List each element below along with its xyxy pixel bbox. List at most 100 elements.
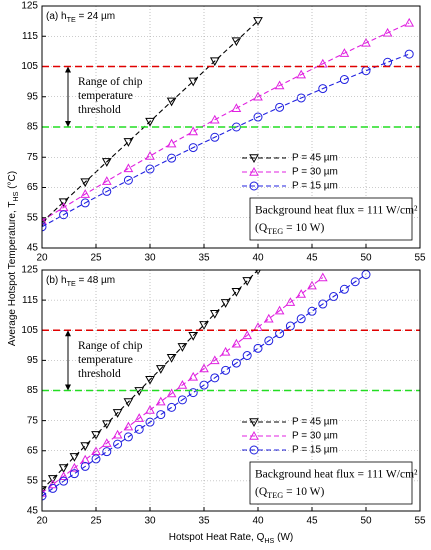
arrow-head bbox=[65, 384, 71, 391]
marker bbox=[231, 287, 242, 297]
marker bbox=[275, 102, 285, 112]
arrow-head bbox=[65, 66, 71, 73]
marker bbox=[102, 186, 112, 196]
marker bbox=[134, 424, 144, 434]
marker bbox=[134, 413, 145, 422]
legend-label: P = 30 µm bbox=[292, 167, 338, 178]
y-tick-label: 75 bbox=[27, 415, 39, 426]
marker bbox=[220, 346, 231, 356]
note-line-tail: = 10 W) bbox=[283, 222, 324, 234]
y-axis-label-sub: HS bbox=[11, 191, 20, 201]
marker bbox=[209, 57, 220, 67]
marker bbox=[249, 430, 259, 440]
marker bbox=[318, 299, 328, 309]
marker bbox=[231, 358, 241, 368]
marker bbox=[339, 75, 349, 85]
x-tick-label: 45 bbox=[306, 516, 318, 527]
x-tick-label: 50 bbox=[360, 253, 372, 264]
note-line-sub: TEG bbox=[267, 227, 283, 236]
marker bbox=[231, 103, 242, 112]
marker bbox=[361, 37, 371, 47]
y-tick-label: 105 bbox=[21, 325, 38, 336]
legend-label: P = 30 µm bbox=[292, 431, 338, 442]
annotation: threshold bbox=[78, 368, 121, 380]
marker bbox=[188, 388, 198, 398]
annotation: threshold bbox=[78, 104, 121, 116]
marker bbox=[59, 210, 69, 220]
marker bbox=[145, 375, 155, 385]
marker bbox=[209, 114, 220, 124]
note-line-tail: = 10 W) bbox=[283, 486, 324, 498]
marker bbox=[249, 181, 259, 191]
marker bbox=[58, 471, 69, 481]
marker bbox=[145, 117, 155, 127]
y-tick-label: 75 bbox=[27, 152, 39, 163]
marker bbox=[80, 454, 91, 464]
marker bbox=[242, 351, 252, 361]
panel-label-sub: TE bbox=[67, 15, 76, 24]
arrow-head bbox=[65, 330, 71, 337]
y-tick-label: 95 bbox=[27, 355, 39, 366]
marker bbox=[253, 17, 263, 26]
marker bbox=[404, 17, 415, 27]
marker bbox=[112, 429, 123, 439]
y-axis-label-main: Average Hotspot Temperature, T bbox=[7, 202, 18, 347]
marker bbox=[242, 277, 253, 286]
y-tick-label: 45 bbox=[27, 506, 39, 517]
note-box bbox=[249, 197, 413, 241]
marker bbox=[80, 198, 90, 208]
marker bbox=[123, 138, 134, 147]
y-axis-label: Average Hotspot Temperature, THS (°C) bbox=[7, 171, 21, 346]
marker bbox=[48, 483, 58, 493]
marker bbox=[177, 380, 188, 389]
marker bbox=[59, 476, 69, 486]
marker bbox=[42, 215, 47, 225]
marker bbox=[318, 84, 328, 94]
marker bbox=[112, 409, 123, 418]
marker bbox=[123, 421, 134, 431]
y-tick-label: 115 bbox=[22, 31, 38, 42]
marker bbox=[91, 431, 101, 440]
legend-label: P = 45 µm bbox=[292, 417, 338, 428]
marker bbox=[155, 396, 166, 406]
panel-label: (a) hTE = 24 µm bbox=[46, 11, 115, 25]
plot-frame bbox=[41, 269, 421, 512]
marker bbox=[209, 309, 220, 319]
y-tick-label: 105 bbox=[21, 61, 38, 72]
marker bbox=[274, 80, 285, 90]
marker bbox=[145, 405, 155, 414]
marker bbox=[307, 306, 317, 316]
plot-frame bbox=[41, 5, 421, 249]
marker bbox=[253, 112, 263, 122]
legend-label: P = 45 µm bbox=[292, 153, 338, 164]
marker bbox=[101, 158, 112, 167]
marker bbox=[285, 297, 296, 306]
marker bbox=[231, 37, 242, 47]
marker bbox=[47, 479, 58, 489]
marker bbox=[249, 418, 259, 428]
marker bbox=[47, 475, 58, 484]
x-tick-label: 20 bbox=[36, 516, 48, 527]
marker bbox=[296, 69, 307, 79]
marker bbox=[113, 439, 123, 449]
marker bbox=[101, 420, 112, 429]
marker bbox=[167, 153, 177, 163]
x-axis-label-sub: HS bbox=[264, 536, 274, 545]
series-line bbox=[42, 277, 324, 494]
marker bbox=[80, 189, 91, 198]
marker bbox=[263, 313, 274, 323]
marker bbox=[167, 402, 177, 412]
marker bbox=[42, 491, 47, 501]
marker bbox=[177, 395, 187, 405]
panel-label: (b) hTE = 48 µm bbox=[46, 275, 115, 289]
marker bbox=[242, 330, 253, 340]
marker bbox=[188, 126, 199, 136]
marker bbox=[264, 336, 274, 346]
marker bbox=[296, 289, 307, 298]
marker bbox=[221, 365, 231, 375]
x-tick-label: 55 bbox=[414, 516, 426, 527]
marker bbox=[188, 371, 199, 381]
x-tick-label: 35 bbox=[198, 253, 210, 264]
marker bbox=[329, 292, 339, 302]
